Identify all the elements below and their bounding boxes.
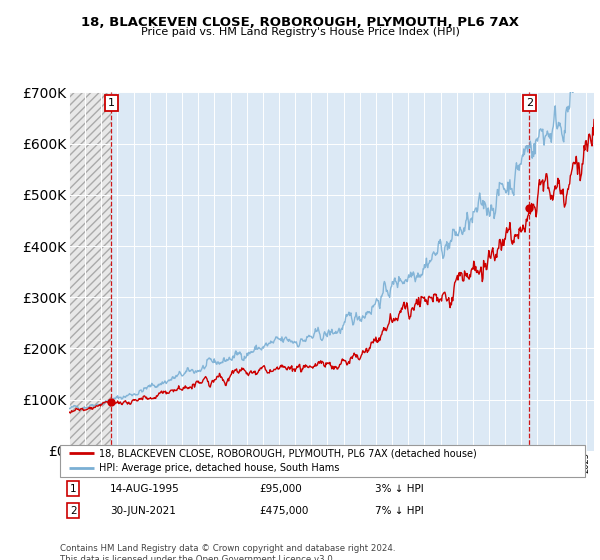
Text: 2: 2 (70, 506, 76, 516)
Text: Price paid vs. HM Land Registry's House Price Index (HPI): Price paid vs. HM Land Registry's House … (140, 27, 460, 37)
Text: 14-AUG-1995: 14-AUG-1995 (110, 484, 179, 494)
Bar (69, 92, 112, 451)
Text: 30-JUN-2021: 30-JUN-2021 (110, 506, 176, 516)
Text: 3% ↓ HPI: 3% ↓ HPI (375, 484, 424, 494)
Text: 18, BLACKEVEN CLOSE, ROBOROUGH, PLYMOUTH, PL6 7AX (detached house): 18, BLACKEVEN CLOSE, ROBOROUGH, PLYMOUTH… (100, 449, 477, 459)
FancyBboxPatch shape (60, 445, 585, 477)
Text: 2: 2 (526, 98, 533, 108)
Text: 18, BLACKEVEN CLOSE, ROBOROUGH, PLYMOUTH, PL6 7AX: 18, BLACKEVEN CLOSE, ROBOROUGH, PLYMOUTH… (81, 16, 519, 29)
Text: 1: 1 (70, 484, 76, 494)
Text: £95,000: £95,000 (260, 484, 302, 494)
Text: HPI: Average price, detached house, South Hams: HPI: Average price, detached house, Sout… (100, 463, 340, 473)
Text: Contains HM Land Registry data © Crown copyright and database right 2024.
This d: Contains HM Land Registry data © Crown c… (60, 544, 395, 560)
Text: 7% ↓ HPI: 7% ↓ HPI (375, 506, 424, 516)
Text: £475,000: £475,000 (260, 506, 309, 516)
Text: 1: 1 (108, 98, 115, 108)
